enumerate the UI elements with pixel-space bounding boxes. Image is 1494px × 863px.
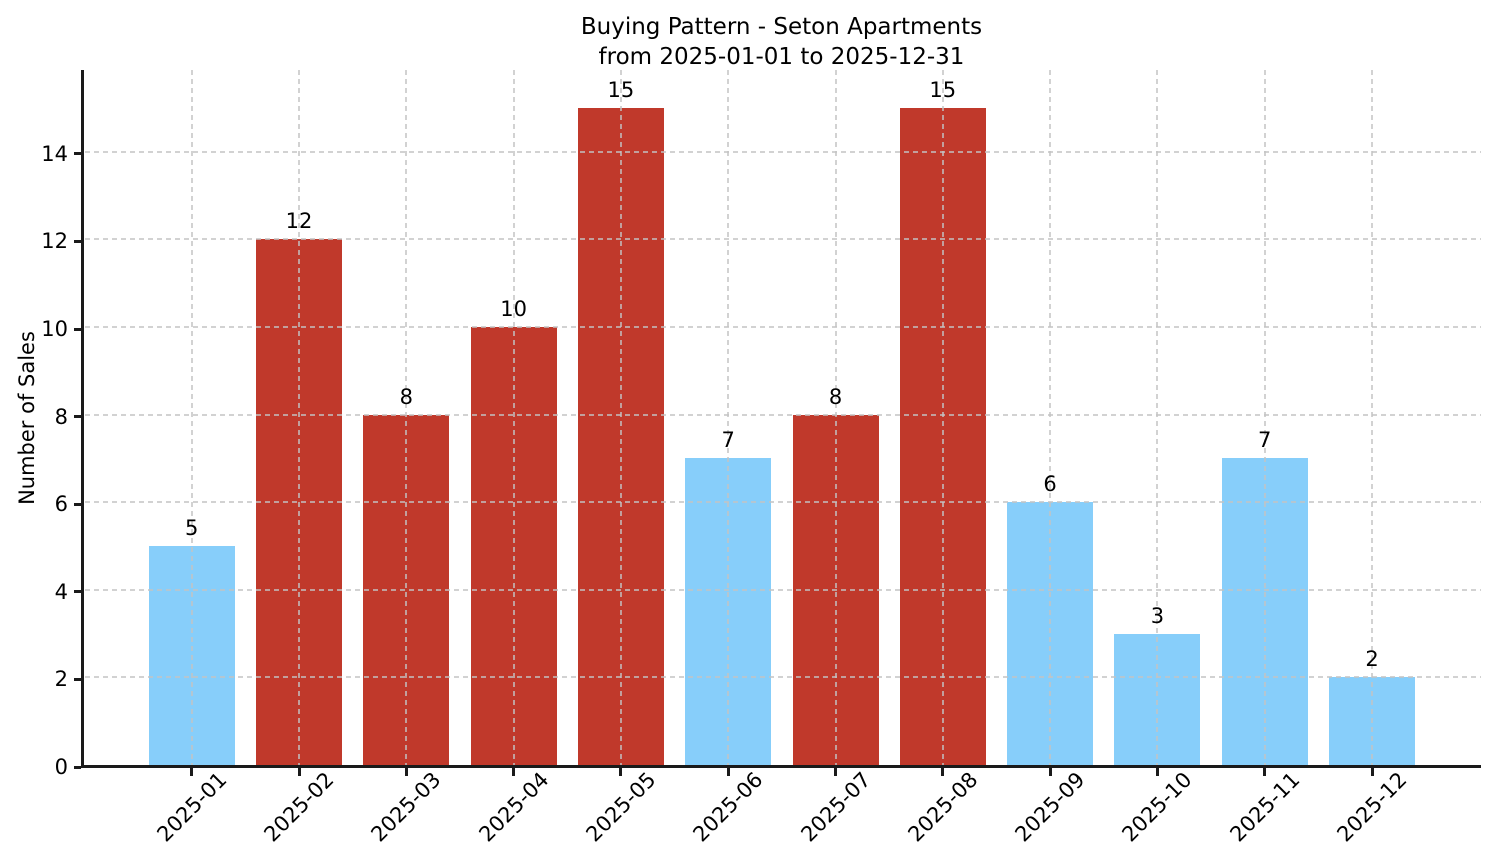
x-tick-2025-04 [512, 768, 516, 776]
gridline-v-2025-05 [619, 70, 622, 765]
gridline-h-4 [85, 588, 1481, 591]
gridline-v-2025-09 [1049, 70, 1052, 765]
y-tick-label-2: 2 [54, 667, 68, 692]
x-tick-label-2025-04: 2025-04 [474, 767, 554, 847]
gridline-v-2025-11 [1263, 70, 1266, 765]
y-tick-label-10: 10 [41, 317, 68, 341]
y-axis-label: Number of Sales [15, 331, 39, 505]
y-tick-0 [74, 765, 81, 769]
x-tick-2025-06 [726, 768, 730, 776]
x-tick-label-2025-03: 2025-03 [366, 767, 446, 847]
x-tick-2025-05 [619, 768, 623, 776]
y-tick-14 [74, 152, 81, 156]
gridline-v-2025-06 [727, 70, 730, 765]
x-tick-2025-11 [1263, 768, 1267, 776]
y-tick-10 [74, 327, 81, 331]
x-tick-2025-02 [297, 768, 301, 776]
x-tick-2025-12 [1370, 768, 1374, 776]
x-tick-label-2025-07: 2025-07 [795, 767, 876, 847]
bar-value-label-2025-05: 15 [607, 78, 635, 102]
y-tick-label-8: 8 [54, 404, 68, 429]
x-tick-label-2025-11: 2025-11 [1225, 767, 1305, 847]
y-tick-12 [74, 239, 81, 243]
x-tick-label-2025-10: 2025-10 [1117, 767, 1197, 847]
x-tick-label-2025-01: 2025-01 [152, 767, 232, 847]
y-tick-4 [74, 590, 81, 594]
bar-value-label-2025-10: 3 [1150, 603, 1165, 628]
x-axis-spine [81, 765, 1481, 768]
gridline-v-2025-01 [190, 70, 193, 765]
y-tick-label-14: 14 [41, 141, 68, 166]
gridline-h-14 [85, 150, 1481, 153]
x-tick-2025-09 [1048, 768, 1052, 776]
bar-value-label-2025-09: 6 [1043, 472, 1057, 497]
gridline-v-2025-03 [405, 70, 408, 765]
gridline-h-10 [85, 326, 1481, 328]
x-tick-2025-03 [404, 768, 408, 776]
y-tick-label-0: 0 [54, 755, 68, 779]
bar-value-label-2025-11: 7 [1258, 428, 1272, 453]
bar-value-label-2025-07: 8 [828, 384, 843, 409]
y-tick-label-12: 12 [41, 229, 68, 254]
bar-value-label-2025-12: 2 [1365, 647, 1379, 672]
bar-value-label-2025-02: 12 [285, 209, 313, 234]
gridline-v-2025-07 [834, 70, 837, 765]
x-tick-label-2025-06: 2025-06 [688, 767, 768, 847]
y-tick-label-4: 4 [54, 579, 68, 604]
gridline-v-2025-12 [1371, 70, 1373, 765]
y-axis-spine [81, 70, 84, 768]
bar-value-label-2025-08: 15 [929, 78, 957, 102]
x-tick-label-2025-12: 2025-12 [1332, 767, 1412, 847]
gridline-v-2025-02 [298, 70, 300, 765]
chart-title-line1: Buying Pattern - Seton Apartments [580, 14, 983, 40]
gridline-v-2025-10 [1156, 70, 1159, 765]
chart-title-line2: from 2025-01-01 to 2025-12-31 [598, 44, 965, 70]
x-tick-label-2025-02: 2025-02 [259, 767, 339, 847]
x-tick-2025-08 [941, 768, 945, 776]
chart-title: Buying Pattern - Seton Apartments from 2… [82, 12, 1481, 72]
gridline-h-6 [85, 501, 1481, 504]
y-tick-2 [74, 677, 81, 681]
y-tick-8 [74, 415, 81, 419]
x-tick-2025-10 [1155, 768, 1159, 776]
x-tick-label-2025-09: 2025-09 [1010, 767, 1090, 847]
bar-value-label-2025-01: 5 [185, 516, 199, 540]
gridline-h-2 [85, 676, 1481, 679]
y-tick-6 [74, 502, 81, 506]
x-tick-2025-07 [834, 768, 837, 776]
x-tick-label-2025-05: 2025-05 [581, 767, 661, 847]
gridline-v-2025-04 [512, 70, 515, 765]
gridline-h-12 [85, 238, 1481, 241]
x-tick-2025-01 [190, 768, 194, 776]
gridline-v-2025-08 [941, 70, 944, 765]
bar-value-label-2025-06: 7 [721, 428, 735, 453]
bar-value-label-2025-03: 8 [399, 384, 413, 409]
gridline-h-8 [85, 413, 1481, 416]
x-tick-label-2025-08: 2025-08 [903, 767, 983, 847]
bar-value-label-2025-04: 10 [500, 297, 527, 321]
y-tick-label-6: 6 [54, 492, 68, 517]
